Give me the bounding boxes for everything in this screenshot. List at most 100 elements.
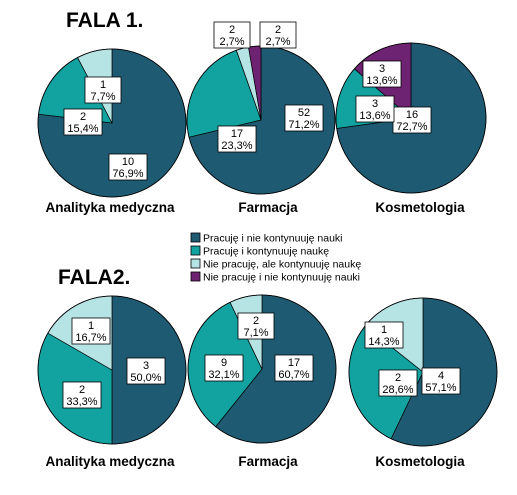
pie-title-fala2-kosmetologia: Kosmetologia xyxy=(375,454,465,469)
slice-count-label: 4 xyxy=(438,370,444,382)
slice-percent-label: 60,7% xyxy=(278,369,309,381)
slice-count-label: 52 xyxy=(298,107,310,119)
slice-count-label: 2 xyxy=(275,24,281,36)
slice-label-fala-1-kosmetologia-2: 313,6% xyxy=(362,60,402,88)
slice-count-label: 1 xyxy=(381,324,387,336)
slice-percent-label: 7,7% xyxy=(90,91,115,103)
slice-label-fala2-kosmetologia-0: 457,1% xyxy=(421,367,461,395)
slice-label-box xyxy=(355,95,395,123)
slice-percent-label: 14,3% xyxy=(368,336,399,348)
slice-label-box xyxy=(364,321,404,349)
slice-percent-label: 76,9% xyxy=(112,168,143,180)
slice-label-fala-1-analityka-medyczna-1: 215,4% xyxy=(63,108,103,136)
pie-outline-fala-1-analityka-medyczna xyxy=(37,48,187,198)
slice-percent-label: 50,0% xyxy=(130,372,161,384)
slice-label-box xyxy=(378,369,418,397)
slice-count-label: 2 xyxy=(395,372,401,384)
slice-count-label: 17 xyxy=(231,128,243,140)
slice-percent-label: 2,7% xyxy=(265,36,290,48)
slice-percent-label: 71,2% xyxy=(288,119,319,131)
slice-label-fala2-kosmetologia-1: 228,6% xyxy=(378,369,418,397)
slice-count-label: 1 xyxy=(100,79,106,91)
slice-count-label: 17 xyxy=(288,357,300,369)
pie-fala2-kosmetologia: 457,1%228,6%114,3%Kosmetologia xyxy=(348,297,498,469)
slice-percent-label: 13,6% xyxy=(366,75,397,87)
slice-label-box xyxy=(421,367,461,395)
slice-count-label: 16 xyxy=(406,109,418,121)
slice-label-box xyxy=(237,312,275,340)
slice-label-fala-1-farmacja-2: 22,7% xyxy=(213,21,251,49)
slice-percent-label: 13,6% xyxy=(359,110,390,122)
slice-percent-label: 16,7% xyxy=(75,332,106,344)
slice-percent-label: 28,6% xyxy=(382,384,413,396)
slice-label-fala2-analityka-medyczna-1: 233,3% xyxy=(62,381,102,409)
slice-count-label: 3 xyxy=(372,98,378,110)
pie-outline-fala2-kosmetologia xyxy=(348,297,498,447)
wave-2-title: FALA2. xyxy=(58,266,130,289)
slice-label-fala2-farmacja-2: 27,1% xyxy=(237,312,275,340)
legend-swatch-0 xyxy=(190,232,201,243)
pie-title-fala-1-farmacja: Farmacja xyxy=(238,200,298,215)
slice-percent-label: 7,1% xyxy=(243,327,268,339)
slice-count-label: 3 xyxy=(143,360,149,372)
slice-label-fala2-farmacja-1: 932,1% xyxy=(204,354,244,382)
pie-outline-fala2-analityka-medyczna xyxy=(37,295,187,445)
slice-label-box xyxy=(204,354,244,382)
pie-title-fala-1-analityka-medyczna: Analityka medyczna xyxy=(45,200,175,215)
slice-label-box xyxy=(108,153,148,181)
slice-label-box xyxy=(126,357,166,385)
slice-label-box xyxy=(62,381,102,409)
legend-entry-0: Pracuję i nie kontynuuję nauki xyxy=(203,233,343,245)
slice-label-fala-1-kosmetologia-1: 313,6% xyxy=(355,95,395,123)
slice-percent-label: 23,3% xyxy=(221,140,252,152)
slice-label-box xyxy=(284,104,324,132)
slice-percent-label: 57,1% xyxy=(425,382,456,394)
slice-count-label: 10 xyxy=(122,156,134,168)
pie-title-fala2-farmacja: Farmacja xyxy=(238,454,298,469)
slice-percent-label: 32,1% xyxy=(208,369,239,381)
slice-count-label: 1 xyxy=(88,320,94,332)
pie-outline-fala2-farmacja xyxy=(187,294,337,444)
slice-label-box xyxy=(63,108,103,136)
legend-swatch-2 xyxy=(190,258,201,269)
slice-percent-label: 2,7% xyxy=(219,36,244,48)
slice-label-box xyxy=(217,125,257,153)
slice-count-label: 2 xyxy=(229,24,235,36)
pie-title-fala2-analityka-medyczna: Analityka medyczna xyxy=(45,454,175,469)
slice-label-box xyxy=(71,317,111,345)
slice-label-box xyxy=(392,106,432,134)
legend: Pracuję i nie kontynuuję nauki Pracuję i… xyxy=(190,232,361,284)
wave-1-title: FALA 1. xyxy=(66,9,143,32)
slice-label-box xyxy=(213,21,251,49)
slice-label-fala-1-analityka-medyczna-2: 17,7% xyxy=(84,76,122,104)
slice-label-fala2-analityka-medyczna-2: 116,7% xyxy=(71,317,111,345)
slice-count-label: 2 xyxy=(253,315,259,327)
legend-entry-3: Nie pracuję i nie kontynuuję nauki xyxy=(203,272,360,284)
slice-count-label: 2 xyxy=(79,384,85,396)
slice-percent-label: 72,7% xyxy=(396,121,427,133)
slice-count-label: 3 xyxy=(379,63,385,75)
slice-label-box xyxy=(274,354,314,382)
slice-percent-label: 15,4% xyxy=(67,123,98,135)
slice-label-box xyxy=(84,76,122,104)
slice-count-label: 2 xyxy=(80,111,86,123)
slice-label-fala2-kosmetologia-2: 114,3% xyxy=(364,321,404,349)
legend-swatch-1 xyxy=(190,245,201,256)
legend-entry-1: Pracuję i kontynuuję naukę xyxy=(203,246,329,258)
legend-swatch-3 xyxy=(190,271,201,282)
slice-label-box xyxy=(259,21,297,49)
pie-fala2-analityka-medyczna: 350,0% 233,3% 116,7% Analityka medyczna xyxy=(37,295,187,469)
slice-count-label: 9 xyxy=(221,357,227,369)
legend-entry-2: Nie pracuję, ale kontynuuję naukę xyxy=(203,259,361,271)
slice-label-fala-1-farmacja-3: 22,7% xyxy=(259,21,297,49)
pie-outline-fala-1-kosmetologia xyxy=(335,42,487,194)
